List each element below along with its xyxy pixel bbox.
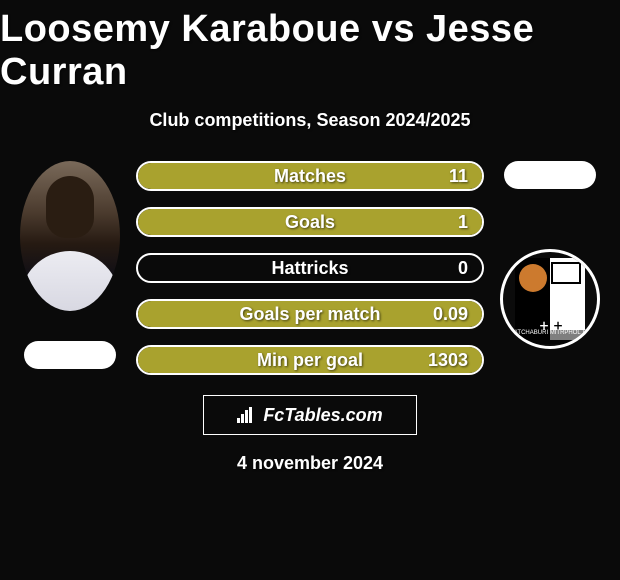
- player-left-flag-pill: [24, 341, 116, 369]
- stat-value-right: 0.09: [433, 304, 468, 325]
- stat-value-right: 0: [458, 258, 468, 279]
- stat-value-right: 11: [449, 166, 468, 187]
- stat-label: Hattricks: [271, 258, 348, 279]
- player-right-col: ✕✕ RATCHABURI MITRPHOL FC: [490, 161, 610, 375]
- stat-label: Min per goal: [257, 350, 363, 371]
- stat-value-right: 1303: [428, 350, 468, 371]
- comparison-card: Loosemy Karaboue vs Jesse Curran Club co…: [0, 0, 620, 580]
- stat-row: Hattricks 0: [136, 253, 484, 283]
- player-left-avatar: [20, 161, 120, 311]
- date-label: 4 november 2024: [237, 453, 383, 474]
- stat-label: Goals per match: [239, 304, 380, 325]
- stat-row: Goals per match 0.09: [136, 299, 484, 329]
- player-left-col: [10, 161, 130, 375]
- watermark-label: FcTables.com: [263, 405, 382, 426]
- stat-row: Goals 1: [136, 207, 484, 237]
- watermark: FcTables.com: [203, 395, 417, 435]
- main-area: Matches 11 Goals 1 Hattricks 0 Goals per match…: [0, 161, 620, 375]
- stats-column: Matches 11 Goals 1 Hattricks 0 Goals per match…: [130, 161, 490, 375]
- stat-value-right: 1: [458, 212, 468, 233]
- stat-row: Min per goal 1303: [136, 345, 484, 375]
- subtitle: Club competitions, Season 2024/2025: [149, 110, 470, 131]
- stat-row: Matches 11: [136, 161, 484, 191]
- player-right-club-badge: ✕✕ RATCHABURI MITRPHOL FC: [500, 249, 600, 349]
- stat-label: Matches: [274, 166, 346, 187]
- player-right-flag-pill: [504, 161, 596, 189]
- page-title: Loosemy Karaboue vs Jesse Curran: [0, 8, 620, 94]
- fctables-icon: [237, 407, 257, 423]
- stat-label: Goals: [285, 212, 335, 233]
